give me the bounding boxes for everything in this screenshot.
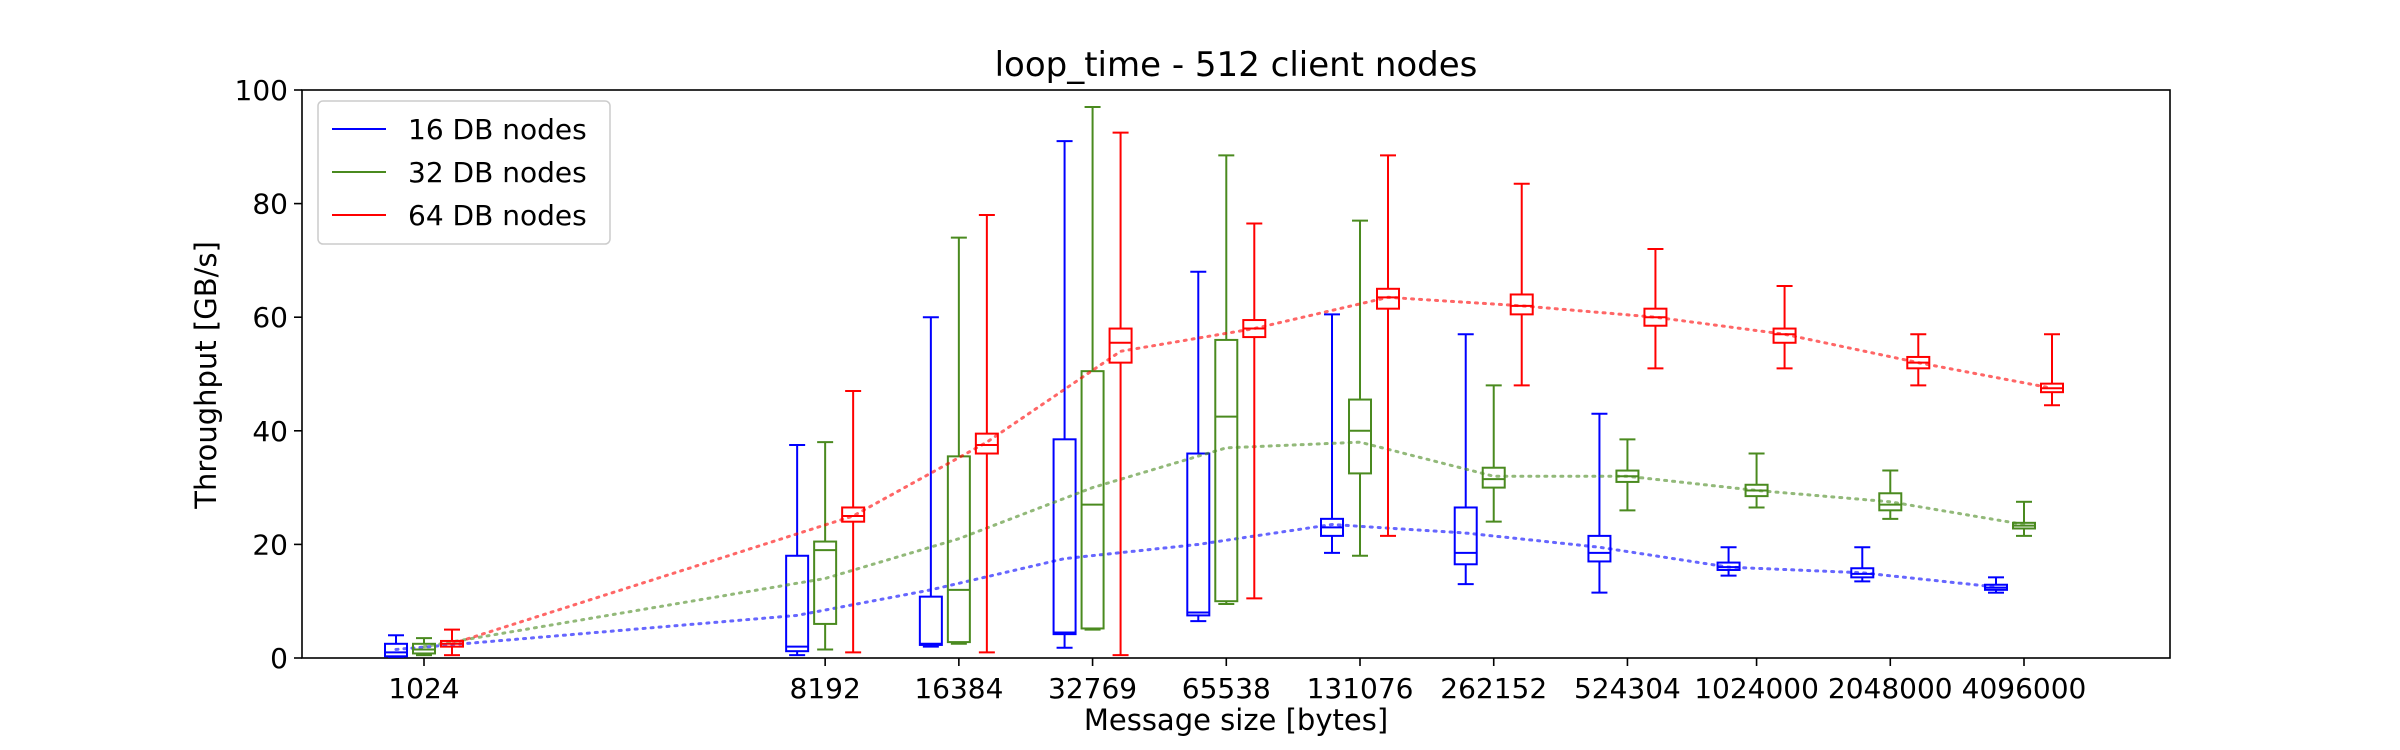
- x-tick-label: 65538: [1182, 672, 1271, 705]
- box-32-db-nodes: [412, 637, 436, 657]
- box-32-db-nodes: [946, 236, 971, 645]
- iqr-box: [1850, 567, 1875, 579]
- iqr-box: [1186, 452, 1211, 617]
- box-16-db-nodes: [1320, 313, 1345, 554]
- box-64-db-nodes: [841, 390, 866, 654]
- iqr-box: [1214, 338, 1239, 603]
- iqr-box: [1587, 534, 1612, 563]
- x-tick-label: 32769: [1048, 672, 1137, 705]
- box-64-db-nodes: [1242, 222, 1267, 600]
- box-32-db-nodes: [1080, 106, 1105, 631]
- box-32-db-nodes: [1615, 438, 1640, 512]
- iqr-box: [1080, 370, 1105, 630]
- y-tick-label: 20: [252, 528, 288, 561]
- box-64-db-nodes: [974, 213, 999, 654]
- box-32-db-nodes: [1481, 384, 1506, 523]
- box-16-db-nodes: [1587, 412, 1612, 594]
- box-32-db-nodes: [1348, 219, 1373, 557]
- legend-label: 64 DB nodes: [408, 199, 587, 232]
- box-32-db-nodes: [813, 441, 838, 651]
- x-tick-label: 131076: [1307, 672, 1414, 705]
- x-axis-label: Message size [bytes]: [1084, 703, 1388, 737]
- box-16-db-nodes: [1052, 140, 1077, 649]
- box-16-db-nodes: [918, 316, 943, 648]
- iqr-box: [1453, 506, 1478, 566]
- box-64-db-nodes: [1376, 154, 1401, 537]
- iqr-box: [974, 432, 999, 455]
- iqr-box: [1052, 438, 1077, 636]
- box-32-db-nodes: [1744, 452, 1769, 509]
- iqr-box: [1509, 293, 1534, 316]
- y-tick-label: 60: [252, 301, 288, 334]
- x-tick-label: 524304: [1574, 672, 1681, 705]
- x-tick-label: 262152: [1440, 672, 1547, 705]
- x-tick-label: 1024000: [1694, 672, 1819, 705]
- box-64-db-nodes: [1643, 248, 1668, 370]
- y-axis-label: Throughput [GB/s]: [189, 241, 223, 510]
- y-tick-label: 100: [235, 74, 288, 107]
- legend: 16 DB nodes 32 DB nodes 64 DB nodes: [317, 100, 611, 245]
- x-tick-label: 8192: [790, 672, 861, 705]
- iqr-box: [384, 642, 408, 658]
- mean-line-16-db-nodes: [394, 523, 1998, 651]
- box-64-db-nodes: [1509, 182, 1534, 387]
- box-16-db-nodes: [1984, 576, 2008, 594]
- box-64-db-nodes: [2040, 333, 2064, 407]
- box-16-db-nodes: [1850, 546, 1875, 583]
- iqr-box: [1348, 398, 1373, 475]
- iqr-box: [841, 506, 866, 523]
- x-tick-label: 2048000: [1828, 672, 1953, 705]
- legend-label: 16 DB nodes: [408, 113, 587, 146]
- iqr-box: [946, 455, 971, 644]
- iqr-box: [1108, 327, 1133, 364]
- box-16-db-nodes: [1186, 270, 1211, 623]
- x-tick-label: 4096000: [1962, 672, 2087, 705]
- mean-line-32-db-nodes: [422, 440, 2026, 649]
- x-tick-label: 16384: [914, 672, 1003, 705]
- box-16-db-nodes: [1453, 333, 1478, 586]
- x-tick-label: 1024: [388, 672, 459, 705]
- box-32-db-nodes: [2012, 500, 2036, 537]
- box-32-db-nodes: [1878, 469, 1903, 520]
- legend-box: [317, 100, 611, 245]
- plot-frame: [301, 89, 2171, 659]
- iqr-box: [918, 595, 943, 646]
- iqr-box: [1878, 492, 1903, 512]
- box-16-db-nodes: [1716, 546, 1741, 577]
- iqr-box: [1481, 466, 1506, 489]
- box-16-db-nodes: [384, 634, 408, 658]
- iqr-box: [1772, 327, 1797, 344]
- box-32-db-nodes: [1214, 154, 1239, 606]
- box-64-db-nodes: [1108, 131, 1133, 657]
- box-64-db-nodes: [1772, 284, 1797, 370]
- mean-line-64-db-nodes: [450, 295, 2054, 646]
- y-tick-label: 80: [252, 188, 288, 221]
- plot-area: 0 20 40 60 80 100 1024 8192 16384 32769 65538 13107…: [235, 74, 2171, 705]
- chart-title: loop_time - 512 client nodes: [995, 45, 1478, 85]
- legend-label: 32 DB nodes: [408, 156, 587, 189]
- iqr-box: [813, 540, 838, 625]
- iqr-box: [1376, 287, 1401, 310]
- iqr-box: [785, 554, 810, 653]
- box-64-db-nodes: [1906, 333, 1931, 387]
- box-16-db-nodes: [785, 444, 810, 657]
- box-64-db-nodes: [440, 628, 464, 657]
- y-tick-label: 0: [270, 642, 288, 675]
- y-tick-label: 40: [252, 415, 288, 448]
